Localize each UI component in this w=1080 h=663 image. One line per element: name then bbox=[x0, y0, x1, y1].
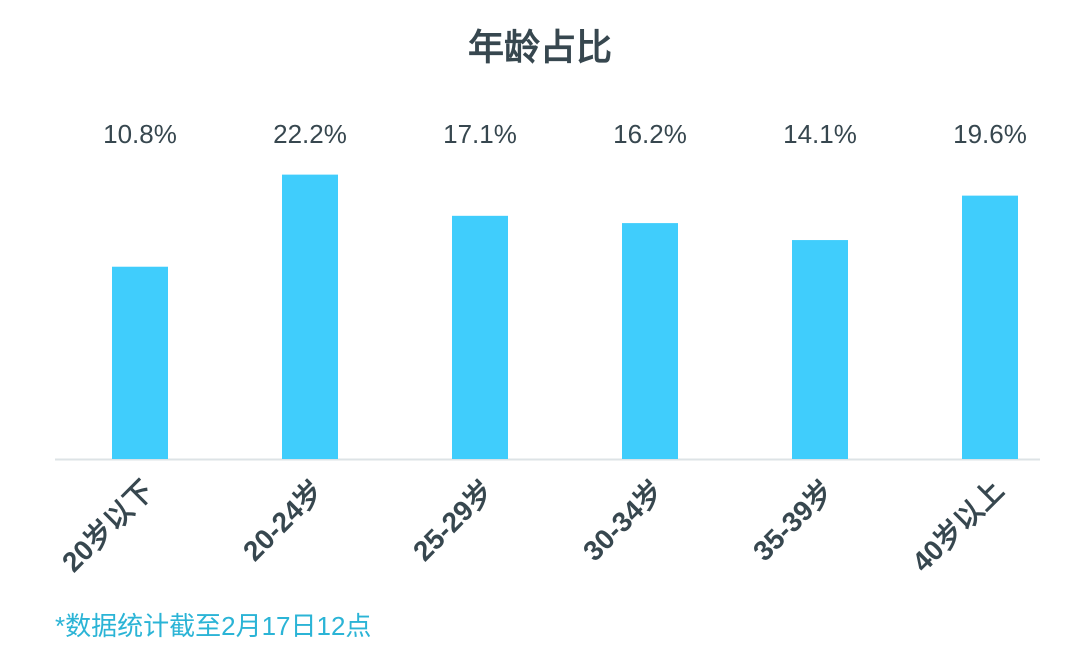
bar bbox=[622, 223, 678, 459]
value-label: 19.6% bbox=[953, 119, 1027, 149]
bar bbox=[282, 174, 338, 460]
bar bbox=[452, 215, 508, 459]
x-tick-label: 25-29岁 bbox=[407, 475, 499, 567]
value-label: 17.1% bbox=[443, 119, 517, 149]
x-tick-label: 30-34岁 bbox=[577, 475, 669, 567]
footnote: *数据统计截至2月17日12点 bbox=[55, 611, 371, 641]
x-tick-label: 40岁以上 bbox=[906, 475, 1009, 578]
bar bbox=[792, 240, 848, 459]
value-label: 22.2% bbox=[273, 119, 347, 149]
value-label: 16.2% bbox=[613, 119, 687, 149]
x-tick-label: 20-24岁 bbox=[237, 475, 329, 567]
bar bbox=[112, 266, 168, 459]
x-tick-label: 20岁以下 bbox=[56, 475, 159, 578]
x-tick-label: 35-39岁 bbox=[747, 475, 839, 567]
bar bbox=[962, 195, 1018, 459]
value-label: 10.8% bbox=[103, 119, 177, 149]
chart-title: 年龄占比 bbox=[468, 27, 612, 68]
value-label: 14.1% bbox=[783, 119, 857, 149]
